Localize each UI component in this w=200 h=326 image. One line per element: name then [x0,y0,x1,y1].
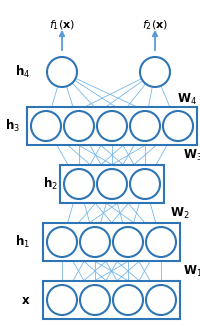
Circle shape [163,111,193,141]
Circle shape [80,285,110,315]
Text: $\mathbf{W}_4$: $\mathbf{W}_4$ [177,92,197,107]
Text: $\mathbf{h}_1$: $\mathbf{h}_1$ [15,234,30,250]
Circle shape [47,285,77,315]
Text: $\mathit{f}_{2}(\mathbf{x})$: $\mathit{f}_{2}(\mathbf{x})$ [142,18,168,32]
Circle shape [140,57,170,87]
Circle shape [130,111,160,141]
Text: $\mathit{f}_{1}(\mathbf{x})$: $\mathit{f}_{1}(\mathbf{x})$ [49,18,75,32]
Circle shape [64,111,94,141]
Circle shape [80,227,110,257]
Circle shape [47,57,77,87]
Text: $\mathbf{W}_3$: $\mathbf{W}_3$ [183,147,200,163]
Circle shape [146,285,176,315]
Bar [27,107,197,145]
Text: $\mathbf{h}_4$: $\mathbf{h}_4$ [15,64,30,80]
Circle shape [130,169,160,199]
Circle shape [113,285,143,315]
Circle shape [47,227,77,257]
Circle shape [113,227,143,257]
Bar [43,281,180,319]
Text: $\mathbf{W}_2$: $\mathbf{W}_2$ [170,205,190,221]
Circle shape [146,227,176,257]
Text: $\mathbf{W}_1$: $\mathbf{W}_1$ [183,263,200,278]
Bar [60,165,164,203]
Circle shape [31,111,61,141]
Circle shape [64,169,94,199]
Circle shape [97,169,127,199]
Text: $\mathbf{h}_3$: $\mathbf{h}_3$ [5,118,20,134]
Circle shape [97,111,127,141]
Bar [43,223,180,261]
Text: $\mathbf{x}$: $\mathbf{x}$ [21,293,30,306]
Text: $\mathbf{h}_2$: $\mathbf{h}_2$ [43,176,58,192]
